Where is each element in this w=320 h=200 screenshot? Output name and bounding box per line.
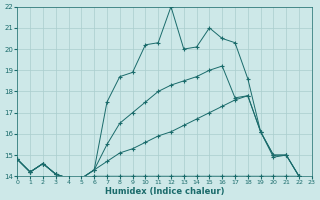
X-axis label: Humidex (Indice chaleur): Humidex (Indice chaleur) xyxy=(105,187,224,196)
